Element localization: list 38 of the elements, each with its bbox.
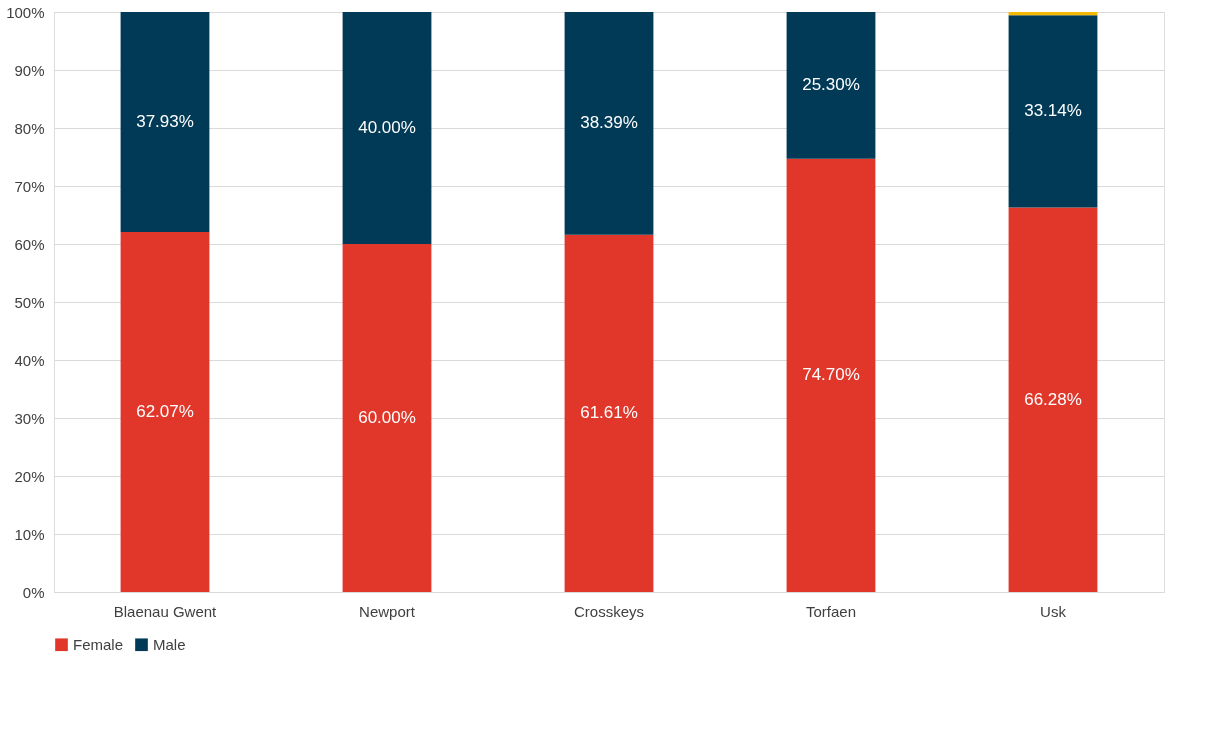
y-tick-label: 70%: [14, 177, 45, 195]
bar: [564, 234, 654, 592]
y-tick-label: 40%: [14, 351, 45, 369]
data-label: 74.70%: [802, 365, 860, 385]
y-tick-label: 90%: [14, 61, 45, 79]
bar: [564, 12, 654, 235]
bar: [1008, 207, 1098, 592]
x-tick-label: Usk: [1040, 602, 1067, 620]
data-label: 38.39%: [580, 113, 638, 133]
y-tick-label: 10%: [14, 525, 45, 543]
data-label: 33.14%: [1024, 101, 1082, 121]
data-label: 62.07%: [136, 402, 194, 421]
x-tick-label: Torfaen: [805, 602, 857, 620]
y-tick-label: 60%: [14, 235, 45, 253]
y-tick-label: 20%: [14, 467, 45, 485]
bar: [342, 12, 432, 244]
data-label: 40.00%: [358, 118, 416, 137]
data-label: 25.30%: [802, 75, 860, 95]
data-label: 37.93%: [136, 112, 194, 131]
x-tick-label: Crosskeys: [573, 602, 645, 620]
x-tick-label: Newport: [359, 602, 416, 620]
legend-label: Female: [73, 635, 124, 653]
bar: [786, 12, 876, 159]
bar: [1008, 15, 1098, 208]
y-tick-label: 0%: [22, 583, 45, 601]
bar: [120, 231, 210, 592]
legend-label: Male: [153, 635, 186, 653]
data-label: 61.61%: [580, 403, 638, 423]
x-tick-label: Blaenau Gwent: [113, 602, 218, 620]
y-tick-label: 30%: [14, 409, 45, 427]
data-label: 60.00%: [358, 408, 416, 427]
bar: [120, 12, 210, 232]
y-tick-label: 100%: [6, 3, 45, 21]
bar: [786, 158, 876, 592]
y-tick-label: 50%: [14, 293, 45, 311]
bar: [342, 244, 432, 592]
data-label: 66.28%: [1024, 389, 1082, 409]
y-tick-label: 80%: [14, 119, 45, 137]
